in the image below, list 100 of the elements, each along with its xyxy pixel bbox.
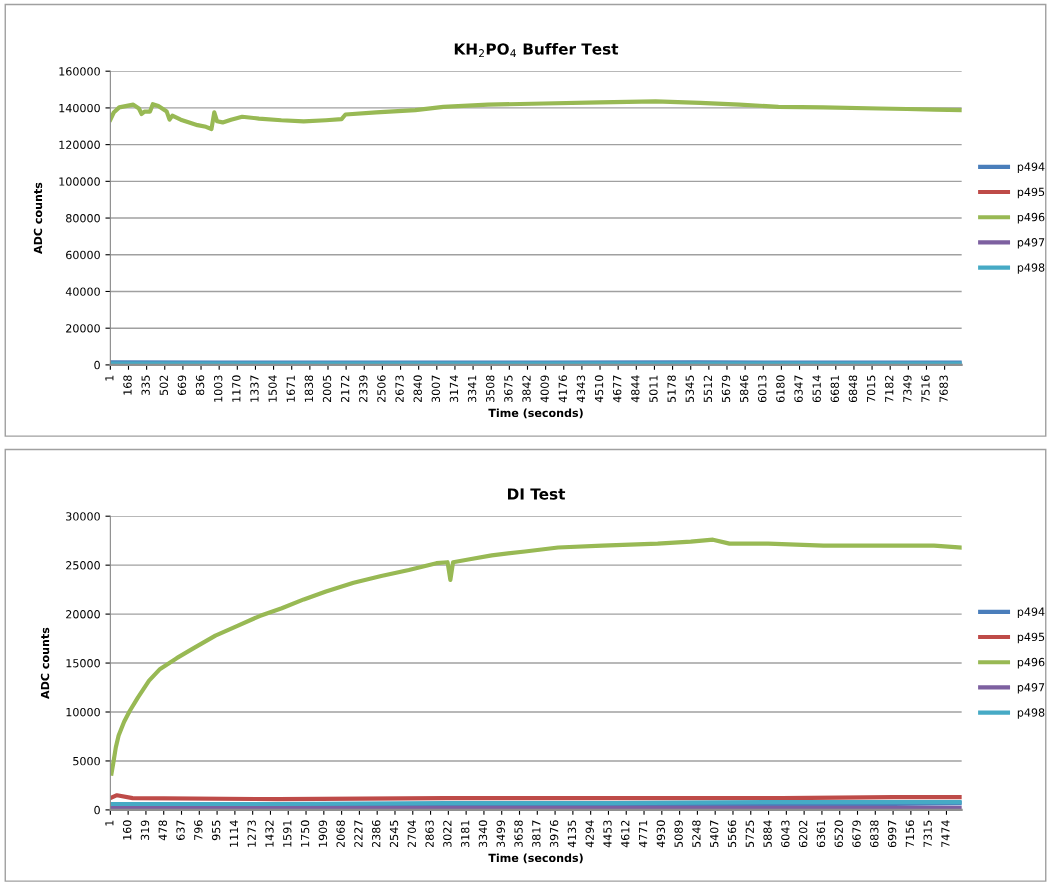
x-tick-label: 7315 xyxy=(923,820,932,847)
x-tick-label: 7349 xyxy=(903,375,912,402)
x-tick-label: 160 xyxy=(122,820,132,840)
x-tick-label: 6013 xyxy=(758,375,767,403)
x-tick-label: 478 xyxy=(158,820,167,841)
x-tick-label: 5512 xyxy=(703,375,713,403)
x-axis-title: Time (seconds) xyxy=(488,408,583,419)
x-tick-label: 3842 xyxy=(522,375,531,403)
x-tick-label: 6361 xyxy=(816,820,826,848)
x-tick-label: 3181 xyxy=(460,820,470,848)
x-tick-label: 502 xyxy=(159,375,168,395)
x-tick-label: 4135 xyxy=(567,820,577,848)
x-tick-label: 1 xyxy=(105,820,114,826)
y-axis-title: ADC counts xyxy=(40,627,50,699)
x-tick-label: 1432 xyxy=(265,820,274,847)
x-tick-label: 6679 xyxy=(852,820,861,848)
x-tick-label: 836 xyxy=(195,375,205,396)
x-tick-label: 5407 xyxy=(710,820,719,848)
y-tick-label: 15000 xyxy=(66,659,100,668)
x-tick-label: 3340 xyxy=(478,820,488,848)
x-tick-label: 637 xyxy=(176,820,185,841)
x-tick-label: 3675 xyxy=(504,375,513,403)
x-tick-label: 5089 xyxy=(674,820,683,848)
y-axis-title: ADC counts xyxy=(33,182,43,254)
x-tick-label: 6997 xyxy=(887,820,897,848)
x-tick-label: 7156 xyxy=(905,820,915,847)
chart-title: DI Test xyxy=(507,488,566,500)
y-tick-label: 80000 xyxy=(66,214,100,223)
x-tick-label: 6848 xyxy=(848,375,858,403)
x-tick-label: 796 xyxy=(194,820,203,840)
x-tick-label: 4176 xyxy=(558,375,567,403)
x-tick-label: 6681 xyxy=(830,375,840,403)
x-tick-label: 6514 xyxy=(812,375,821,403)
x-tick-label: 2506 xyxy=(377,375,386,403)
legend-label: p494 xyxy=(1017,162,1045,174)
x-tick-label: 1170 xyxy=(232,375,241,402)
x-tick-label: 5178 xyxy=(667,375,676,403)
x-tick-label: 5011 xyxy=(649,375,658,403)
legend-label: p496 xyxy=(1017,212,1045,224)
x-tick-label: 2863 xyxy=(425,820,434,848)
y-tick-label: 140000 xyxy=(59,103,100,113)
x-tick-label: 2068 xyxy=(336,820,345,848)
x-tick-label: 5566 xyxy=(727,820,737,848)
x-tick-label: 7015 xyxy=(866,375,876,402)
x-tick-label: 4771 xyxy=(639,820,648,848)
x-tick-label: 3658 xyxy=(514,820,523,848)
x-tick-label: 5345 xyxy=(685,375,694,403)
x-tick-label: 3508 xyxy=(486,375,495,403)
x-tick-label: 3341 xyxy=(467,375,477,403)
x-tick-label: 669 xyxy=(177,375,187,396)
x-tick-label: 6180 xyxy=(776,375,785,403)
x-tick-label: 1671 xyxy=(286,375,295,402)
x-tick-label: 6347 xyxy=(794,375,803,403)
x-tick-label: 5679 xyxy=(721,375,731,403)
y-tick-label: 20000 xyxy=(66,324,100,333)
x-tick-label: 1114 xyxy=(229,820,238,847)
legend-label: p498 xyxy=(1017,263,1045,274)
x-tick-label: 1 xyxy=(105,375,114,381)
chart-title: KH$_{2}$PO$_{4}$ Buffer Test xyxy=(454,42,619,58)
y-tick-label: 25000 xyxy=(66,561,100,570)
y-tick-label: 10000 xyxy=(66,707,100,717)
x-tick-label: 4343 xyxy=(576,375,586,403)
legend-label: p496 xyxy=(1017,657,1045,669)
x-tick-label: 2840 xyxy=(413,375,422,403)
x-tick-label: 1003 xyxy=(213,375,223,402)
legend-label: p497 xyxy=(1017,238,1045,249)
x-tick-label: 1591 xyxy=(283,820,292,847)
x-tick-label: 1750 xyxy=(300,820,310,847)
x-tick-label: 2005 xyxy=(322,375,332,403)
x-tick-label: 7474 xyxy=(941,820,950,847)
x-tick-label: 3976 xyxy=(549,820,559,848)
y-tick-label: 20000 xyxy=(66,610,100,619)
x-tick-label: 3174 xyxy=(449,375,459,403)
x-tick-label: 6202 xyxy=(798,820,808,848)
x-tick-label: 1273 xyxy=(247,820,256,847)
x-tick-label: 7683 xyxy=(939,375,948,402)
x-tick-label: 335 xyxy=(141,375,150,395)
y-tick-label: 120000 xyxy=(59,140,100,149)
x-tick-label: 3007 xyxy=(431,375,441,403)
x-tick-label: 4612 xyxy=(621,820,630,848)
x-tick-label: 4677 xyxy=(612,375,622,403)
x-tick-label: 4510 xyxy=(594,375,604,403)
x-tick-label: 6520 xyxy=(834,820,843,848)
x-tick-label: 7182 xyxy=(885,375,894,402)
legend-label: p497 xyxy=(1017,683,1045,694)
x-tick-label: 4009 xyxy=(540,375,549,403)
x-tick-label: 168 xyxy=(123,375,132,395)
x-tick-label: 5725 xyxy=(745,820,754,848)
y-tick-label: 0 xyxy=(94,360,100,370)
legend-label: p495 xyxy=(1017,632,1045,644)
x-tick-label: 3022 xyxy=(443,820,452,848)
x-tick-label: 2704 xyxy=(407,820,416,848)
x-tick-label: 2227 xyxy=(354,820,363,848)
x-tick-label: 2545 xyxy=(389,820,399,848)
y-tick-label: 100000 xyxy=(59,177,100,186)
x-tick-label: 319 xyxy=(140,820,150,840)
x-tick-label: 2386 xyxy=(372,820,381,848)
x-tick-label: 1337 xyxy=(250,375,259,402)
legend-label: p498 xyxy=(1017,708,1045,719)
y-tick-label: 30000 xyxy=(66,512,100,521)
